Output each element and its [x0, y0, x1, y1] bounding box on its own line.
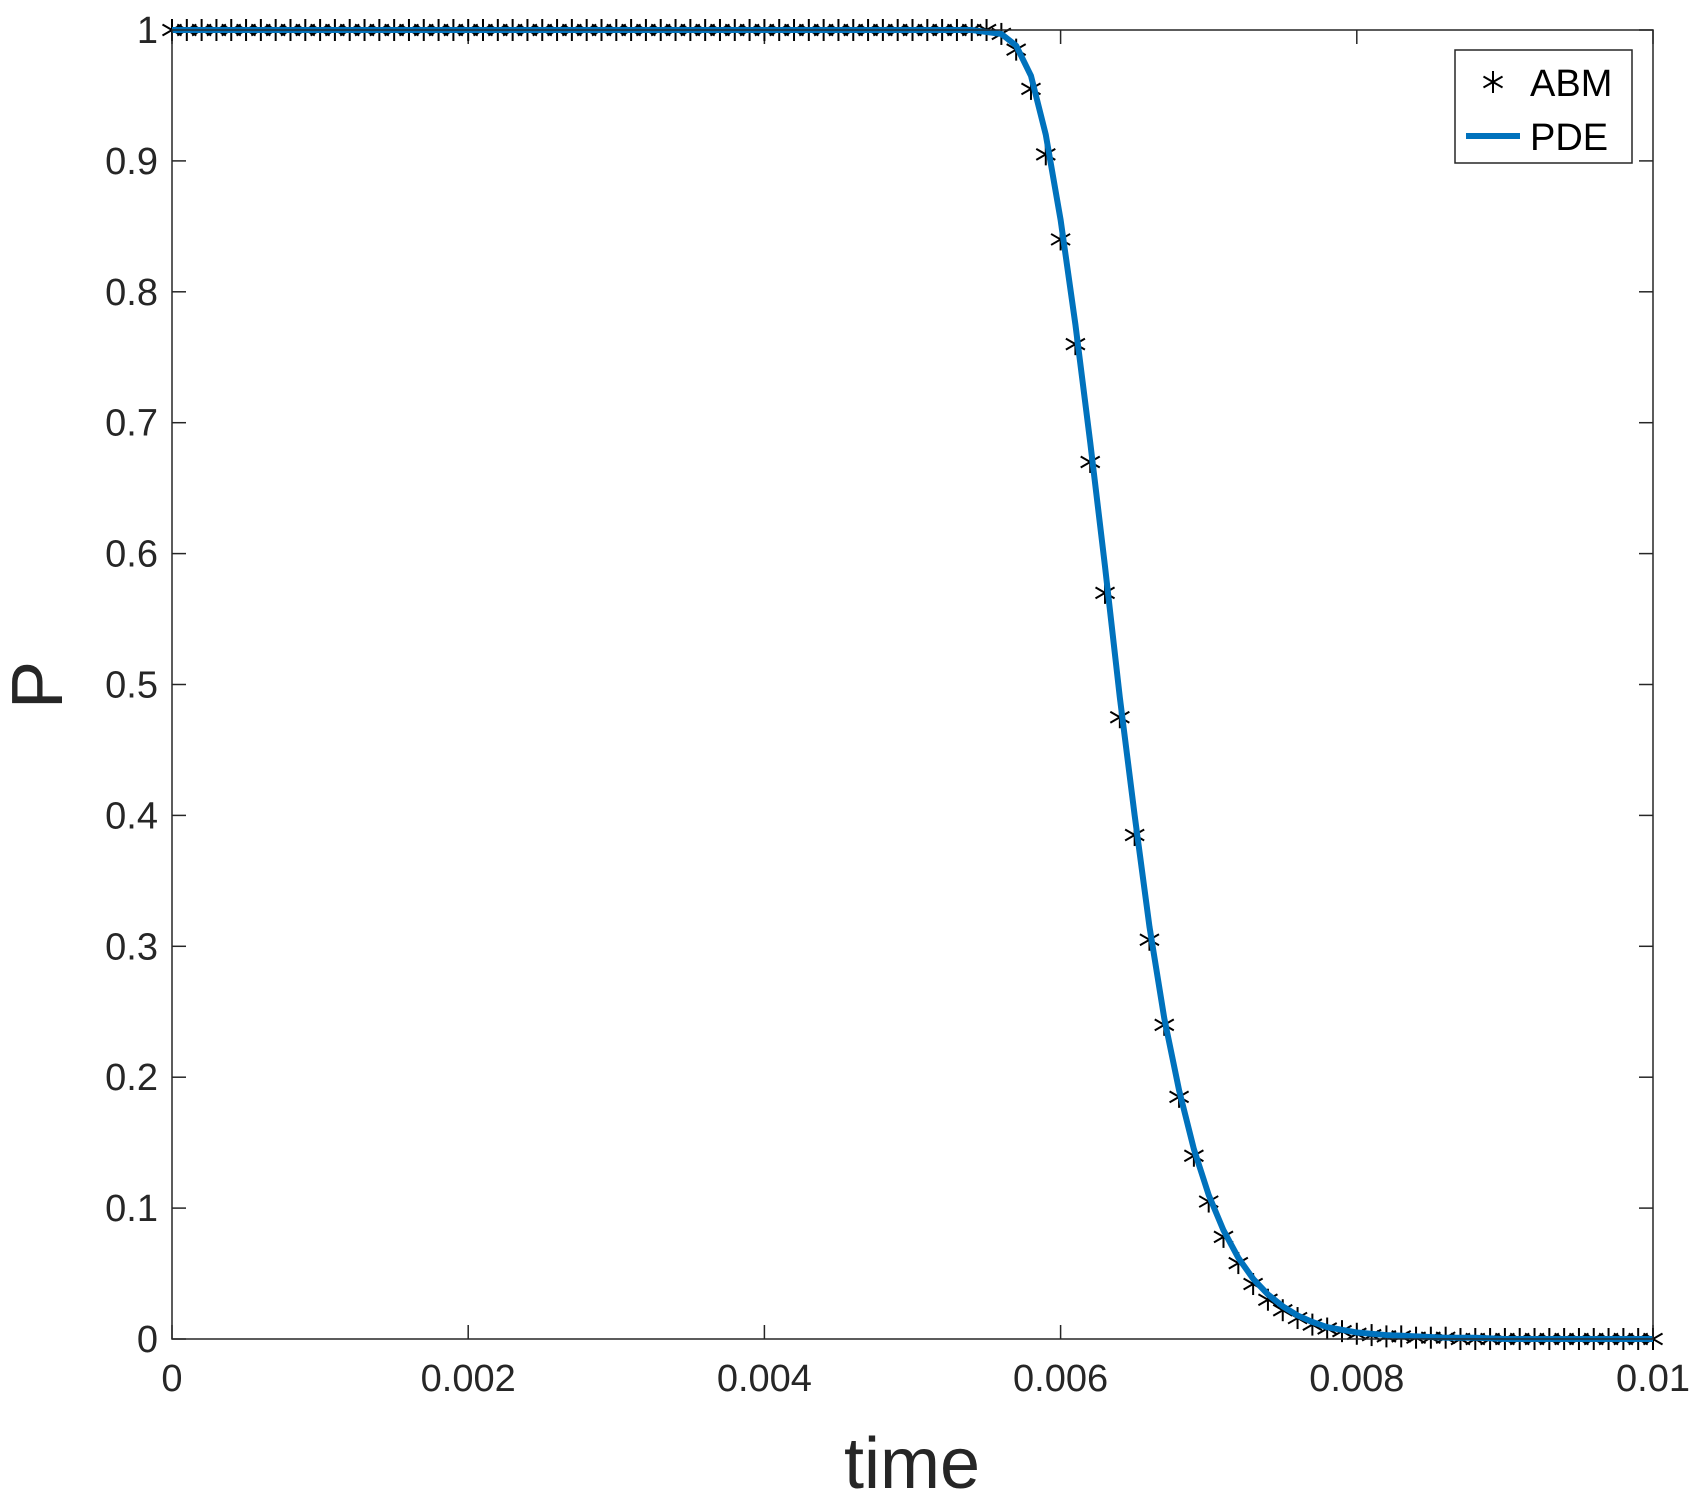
y-tick-label: 0 [137, 1319, 158, 1361]
series-pde-line [172, 27, 1653, 1342]
legend-box [1454, 49, 1633, 164]
x-tick-label: 0.006 [1013, 1358, 1108, 1400]
y-tick-label: 0.3 [105, 926, 158, 968]
x-tick-label: 0.008 [1309, 1358, 1404, 1400]
y-tick-label: 0.8 [105, 272, 158, 314]
y-tick-label: 0.2 [105, 1057, 158, 1099]
legend-abm-label: ABM [1530, 63, 1612, 105]
x-axis-label: time [844, 1424, 980, 1497]
y-axis-label: P [0, 661, 78, 709]
axes-box [171, 29, 1654, 1340]
legend-abm-asterisk [1482, 71, 1504, 93]
x-tick-label: 0.01 [1616, 1358, 1690, 1400]
y-tick-label: 0.7 [105, 403, 158, 445]
x-tick-label: 0 [161, 1358, 182, 1400]
y-tick-label: 0.5 [105, 665, 158, 707]
y-tick-label: 0.6 [105, 534, 158, 576]
plot-area [172, 30, 1653, 1339]
legend-abm-marker-icon [1482, 71, 1504, 93]
x-tick-label: 0.002 [421, 1358, 516, 1400]
y-tick-label: 0.4 [105, 795, 158, 837]
x-tick-label: 0.004 [717, 1358, 812, 1400]
y-tick-label: 0.1 [105, 1188, 158, 1230]
legend-pde-label: PDE [1530, 117, 1608, 159]
y-tick-label: 0.9 [105, 141, 158, 183]
legend: ABM PDE [1454, 49, 1633, 164]
y-tick-label: 1 [137, 10, 158, 52]
tick-labels: 0 0.002 0.004 0.006 0.008 0.01 0 0.1 0.2 0.3 0.4 0.… [105, 10, 1690, 1400]
